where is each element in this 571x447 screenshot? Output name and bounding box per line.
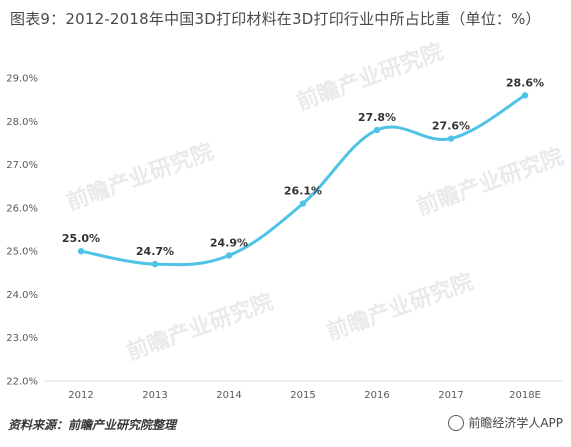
x-tick-label: 2013 — [142, 390, 167, 401]
x-axis: 2012 2013 2014 2015 2016 2017 2018E — [44, 380, 562, 401]
data-point — [151, 260, 159, 268]
plot-area: 25.0% 24.7% 24.9% 26.1% 27.8% 27.6% 28.6% — [62, 76, 544, 268]
y-tick-label: 28.0% — [6, 117, 38, 128]
chart-title: 图表9：2012-2018年中国3D打印材料在3D打印行业中所占比重（单位：%） — [10, 10, 541, 28]
data-label: 26.1% — [284, 185, 322, 198]
watermark-text: 前瞻产业研究院 — [123, 289, 277, 366]
y-tick-label: 29.0% — [6, 74, 38, 85]
y-tick-label: 23.0% — [6, 333, 38, 344]
x-tick-label: 2014 — [216, 390, 241, 401]
x-tick-label: 2015 — [290, 390, 315, 401]
y-axis: 22.0% 23.0% 24.0% 25.0% 26.0% 27.0% 28.0% 29.0% — [6, 74, 38, 388]
x-tick-label: 2018E — [509, 390, 541, 401]
data-label: 24.7% — [136, 245, 174, 258]
y-tick-label: 24.0% — [6, 290, 38, 301]
watermark-text: 前瞻产业研究院 — [293, 39, 447, 116]
brand-label: 前瞻经济学人APP — [448, 414, 563, 431]
y-tick-label: 26.0% — [6, 203, 38, 214]
data-point — [299, 200, 307, 207]
x-tick-label: 2016 — [364, 390, 389, 401]
data-point — [373, 126, 381, 134]
y-tick-label: 25.0% — [6, 247, 38, 258]
data-point — [447, 135, 455, 142]
data-point — [521, 92, 529, 99]
watermark-text: 前瞻产业研究院 — [323, 269, 477, 346]
source-note: 资料来源：前瞻产业研究院整理 — [8, 418, 177, 432]
data-point — [225, 252, 233, 259]
y-tick-label: 22.0% — [6, 377, 38, 388]
data-label: 25.0% — [62, 232, 100, 245]
watermark-text: 前瞻产业研究院 — [413, 144, 567, 221]
watermark-text: 前瞻产业研究院 — [63, 139, 217, 216]
data-label: 28.6% — [506, 76, 544, 89]
x-tick-label: 2017 — [438, 390, 463, 401]
brand-logo-icon — [448, 414, 465, 431]
data-point — [77, 247, 85, 255]
brand-text: 前瞻经济学人APP — [468, 416, 563, 430]
data-label: 27.6% — [432, 120, 470, 133]
x-tick-label: 2012 — [68, 390, 93, 401]
y-tick-label: 27.0% — [6, 160, 38, 171]
data-label: 24.9% — [210, 236, 248, 249]
data-label: 27.8% — [358, 111, 396, 124]
